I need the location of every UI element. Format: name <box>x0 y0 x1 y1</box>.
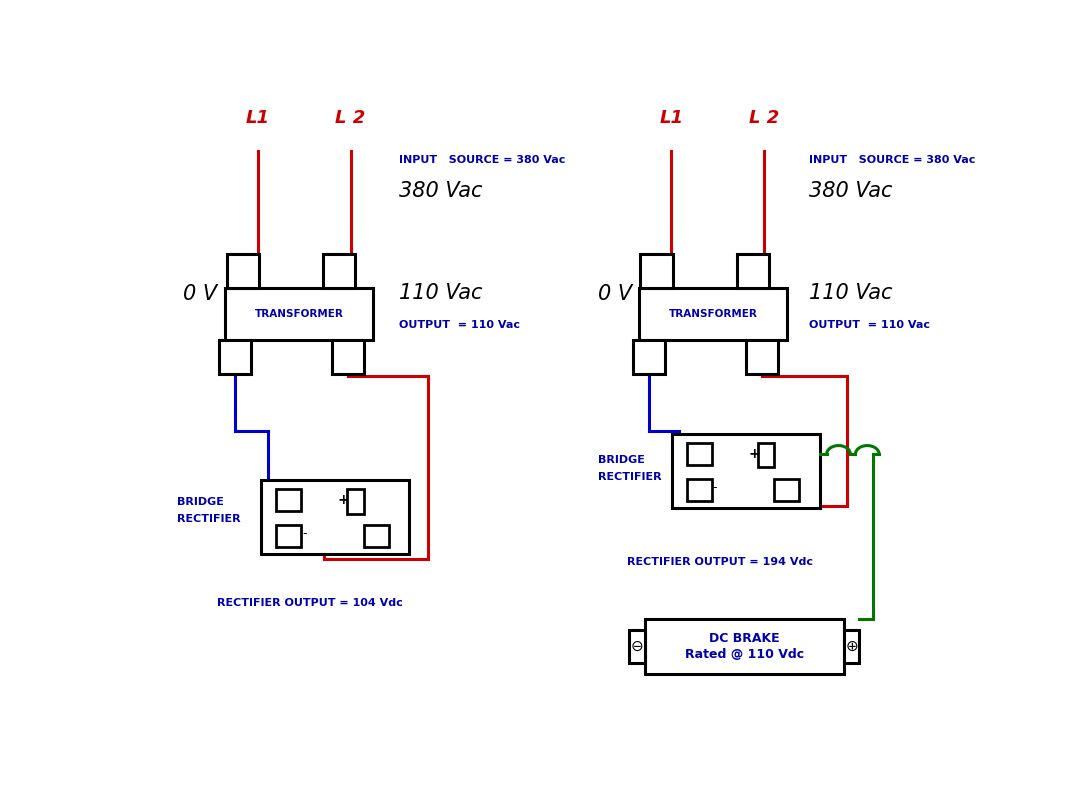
Text: -: - <box>712 481 717 494</box>
Bar <box>774 479 799 501</box>
Bar <box>687 443 712 465</box>
Bar <box>641 254 673 288</box>
Text: ⊖: ⊖ <box>630 639 643 654</box>
Text: L1: L1 <box>660 109 684 127</box>
Text: OUTPUT  = 110 Vac: OUTPUT = 110 Vac <box>399 320 520 330</box>
Bar <box>261 480 410 555</box>
Text: L1: L1 <box>246 109 270 127</box>
Bar <box>758 443 774 467</box>
Text: L 2: L 2 <box>749 109 780 127</box>
Bar <box>844 630 859 663</box>
Text: L 2: L 2 <box>335 109 366 127</box>
Bar <box>227 254 259 288</box>
Text: TRANSFORMER: TRANSFORMER <box>254 309 343 320</box>
Text: OUTPUT  = 110 Vac: OUTPUT = 110 Vac <box>809 320 930 330</box>
Bar <box>746 340 778 374</box>
Text: INPUT   SOURCE = 380 Vac: INPUT SOURCE = 380 Vac <box>809 156 975 165</box>
Text: 110 Vac: 110 Vac <box>399 283 483 303</box>
Bar <box>633 340 665 374</box>
Text: 380 Vac: 380 Vac <box>809 181 893 201</box>
Text: 110 Vac: 110 Vac <box>809 283 893 303</box>
Text: 380 Vac: 380 Vac <box>399 181 483 201</box>
Bar <box>219 340 251 374</box>
Bar <box>276 489 301 511</box>
Text: RECTIFIER: RECTIFIER <box>177 514 240 523</box>
Bar <box>644 618 844 674</box>
Text: BRIDGE: BRIDGE <box>177 497 224 507</box>
Bar <box>276 525 301 547</box>
Bar <box>639 288 787 340</box>
Text: +: + <box>748 447 760 461</box>
Text: 0 V: 0 V <box>183 284 217 304</box>
Text: +: + <box>337 493 349 507</box>
Text: BRIDGE: BRIDGE <box>597 455 644 465</box>
Text: INPUT   SOURCE = 380 Vac: INPUT SOURCE = 380 Vac <box>399 156 566 165</box>
Text: RECTIFIER OUTPUT = 104 Vdc: RECTIFIER OUTPUT = 104 Vdc <box>217 598 403 609</box>
Text: 0 V: 0 V <box>597 284 632 304</box>
Text: ⊕: ⊕ <box>845 639 858 654</box>
Bar <box>347 489 364 514</box>
Text: RECTIFIER OUTPUT = 194 Vdc: RECTIFIER OUTPUT = 194 Vdc <box>627 557 814 566</box>
Bar <box>687 479 712 501</box>
Bar <box>672 435 820 508</box>
Text: DC BRAKE: DC BRAKE <box>709 632 780 645</box>
Bar <box>364 525 389 547</box>
Text: -: - <box>302 527 307 540</box>
Text: Rated @ 110 Vdc: Rated @ 110 Vdc <box>685 648 804 661</box>
Text: RECTIFIER: RECTIFIER <box>597 472 662 483</box>
Bar <box>332 340 364 374</box>
Bar <box>737 254 769 288</box>
Bar <box>323 254 355 288</box>
Bar <box>629 630 644 663</box>
Text: TRANSFORMER: TRANSFORMER <box>668 309 757 320</box>
Bar <box>225 288 373 340</box>
